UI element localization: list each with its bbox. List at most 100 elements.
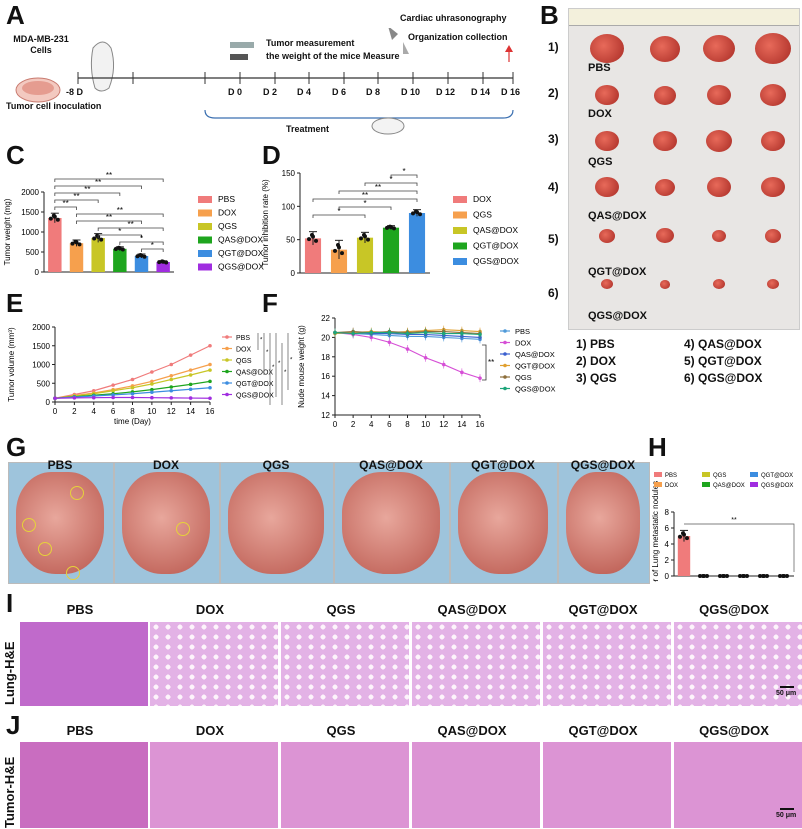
data-point	[388, 224, 392, 229]
y-tick-label: 16	[321, 372, 330, 381]
histology-image	[412, 622, 540, 706]
b-row-label: 1)	[548, 40, 559, 54]
data-point	[169, 373, 174, 378]
x-tick-label: 0	[333, 420, 338, 429]
sig-label: **	[117, 206, 123, 215]
panel-letter-d: D	[262, 140, 281, 170]
x-axis-label: time (Day)	[114, 417, 151, 426]
legend-entry: QAS@DOX	[515, 350, 555, 359]
chart-h: 0 2 4 6 8 Number of Lung metastatic nodules **…	[651, 472, 795, 582]
legend-entry: QGT@DOX	[761, 473, 793, 479]
sig-bracket	[54, 185, 142, 189]
data-point	[150, 379, 154, 384]
y-axis-label: Nude mouse weight (g)	[297, 325, 306, 408]
panel-letter-g: G	[6, 432, 27, 462]
sig-bracket	[338, 190, 418, 194]
y-tick-label: 2000	[21, 188, 39, 197]
data-point	[188, 382, 193, 387]
tumor-sample	[653, 131, 677, 152]
data-point	[111, 395, 115, 400]
sig-label: *	[151, 241, 154, 250]
panel-a-schematic	[8, 26, 528, 138]
tumor-sample	[595, 85, 619, 106]
data-point	[53, 396, 57, 401]
panelJ-label: QAS@DOX	[437, 723, 507, 738]
metastasis-marker	[176, 522, 190, 536]
data-point	[188, 373, 193, 377]
x-tick-label: 6	[111, 407, 116, 416]
panel-letter-a: A	[6, 0, 25, 30]
g-label: PBS	[47, 458, 73, 472]
legend-swatch	[702, 482, 710, 487]
x-tick-label: 2	[351, 420, 356, 429]
data-point	[738, 574, 742, 578]
panelI-label: QGS@DOX	[699, 602, 769, 617]
panelJ-label: DOX	[195, 723, 225, 738]
legend-swatch	[198, 250, 212, 257]
legend-swatch	[453, 196, 467, 203]
sig-label: *	[337, 207, 340, 216]
data-point	[758, 574, 762, 578]
data-point	[208, 379, 212, 384]
data-point	[369, 330, 374, 335]
scale-icon	[230, 54, 248, 60]
sig-label: *	[402, 167, 405, 176]
legend-swatch	[453, 242, 467, 250]
legend-swatch	[198, 196, 212, 203]
legend-swatch	[750, 482, 758, 487]
legend-entry: QGT@DOX	[473, 241, 519, 251]
sig-label: **	[362, 191, 368, 200]
sig-label: **	[488, 358, 494, 367]
y-tick-label: 500	[37, 379, 51, 388]
bar	[69, 243, 84, 272]
data-point	[314, 238, 318, 243]
tumor-sample	[761, 131, 785, 152]
inoculation-label: Tumor cell inoculation	[6, 101, 102, 111]
data-point	[160, 259, 165, 264]
y-tick-label: 2	[665, 556, 670, 565]
day-label: D 8	[366, 87, 381, 97]
panel-letter-f: F	[262, 288, 278, 318]
data-point	[411, 211, 415, 216]
data-point	[208, 396, 212, 401]
data-point	[405, 331, 410, 336]
data-point	[150, 395, 154, 400]
legend-entry: QGT@DOX	[515, 362, 555, 371]
legend-entry: QAS@DOX	[218, 235, 263, 245]
data-point	[188, 368, 193, 372]
data-point	[169, 385, 174, 389]
sig-label: **	[731, 517, 737, 524]
panel-letter-i: I	[6, 588, 14, 618]
data-point	[460, 331, 464, 336]
y-tick-label: 1500	[32, 342, 50, 351]
data-point	[340, 251, 344, 256]
panelI-label: QAS@DOX	[437, 602, 507, 617]
legend-swatch	[453, 258, 467, 265]
legend-swatch	[654, 482, 662, 487]
y-tick-label: 0	[35, 268, 40, 277]
sig-bracket	[312, 214, 366, 218]
data-point	[111, 383, 115, 387]
sig-label: *	[260, 338, 263, 344]
x-tick-label: 6	[387, 420, 392, 429]
sig-label: **	[375, 183, 381, 192]
b-row-label: 3)	[548, 132, 559, 146]
sig-label: *	[278, 361, 281, 367]
data-point	[157, 260, 162, 265]
legend-entry: QAS@DOX	[713, 483, 745, 489]
tumor-measure-label: Tumor measurement	[266, 38, 355, 48]
b-group-label: QGT@DOX	[588, 266, 647, 278]
legend-entry: QGS	[713, 473, 726, 479]
data-point	[778, 574, 782, 578]
bar	[113, 248, 127, 272]
sig-bracket	[97, 227, 164, 231]
tumor-sample	[767, 279, 779, 290]
legend-swatch	[702, 472, 710, 477]
tumor-sample	[590, 34, 624, 63]
data-point	[725, 574, 729, 578]
sig-bracket	[364, 182, 418, 186]
data-point	[111, 388, 115, 393]
treatment-label: Treatment	[286, 124, 330, 134]
